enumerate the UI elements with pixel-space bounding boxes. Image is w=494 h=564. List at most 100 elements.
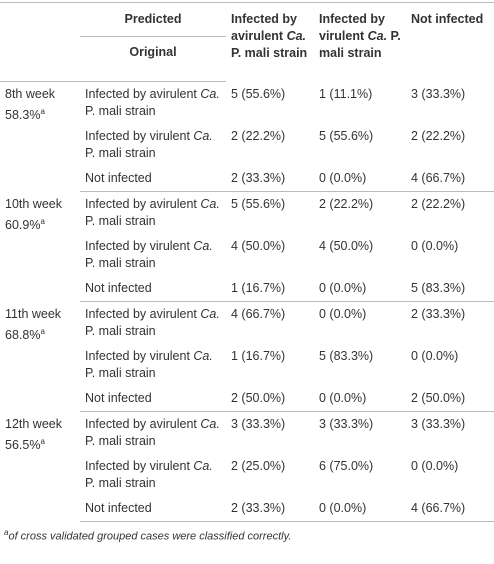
column-header: Infected by avirulent Ca. P. mali strain <box>226 3 314 82</box>
table-row: Infected by virulent Ca. P. mali strain 2… <box>0 124 494 166</box>
text-part: Not infected <box>85 281 152 295</box>
week-group: 8th week 58.3%a Infected by avirulent Ca. … <box>0 82 494 192</box>
week-label: 11th week <box>5 306 62 321</box>
text-part: P. mali strain <box>85 324 156 338</box>
text-part: Ca. <box>200 87 220 101</box>
text-part: P. mali strain <box>85 366 156 380</box>
count-cell: 2 (25.0%) <box>231 459 286 473</box>
accuracy: 60.9% <box>5 217 41 232</box>
original-class: Infected by avirulent Ca. P. mali strain <box>80 192 226 235</box>
count-cell: 6 (75.0%) <box>319 459 374 473</box>
table-row: Not infected 2 (33.3%) 0 (0.0%) 4 (66.7%) <box>0 496 494 522</box>
accuracy: 56.5% <box>5 437 41 452</box>
text-part: Infected by avirulent <box>231 12 297 43</box>
accuracy: 68.8% <box>5 327 41 342</box>
text-part: Infected by avirulent <box>85 307 201 321</box>
text-part: P. mali strain <box>319 29 401 60</box>
week-cell: 10th week 60.9%a <box>0 192 80 302</box>
count-cell: 1 (16.7%) <box>226 276 314 302</box>
count-cell: 2 (33.3%) <box>226 496 314 522</box>
week-cell: 11th week 68.8%a <box>0 302 80 412</box>
original-class: Not infected <box>80 166 226 192</box>
week-label: 10th week <box>5 196 62 211</box>
table-row: 12th week 56.5%a Infected by avirulent Ca.… <box>0 412 494 455</box>
text-part: Ca. <box>367 29 388 43</box>
count-cell: 5 (83.3%) <box>319 349 374 363</box>
count-cell: 0 (0.0%) <box>314 386 406 412</box>
text-part: P. mali strain <box>85 214 156 228</box>
predicted-label: Predicted <box>80 2 226 37</box>
count-cell: 3 (33.3%) <box>319 417 374 431</box>
results-table: Predicted Infected by avirulent Ca. P. ma… <box>0 2 494 522</box>
original-class: Infected by virulent Ca. P. mali strain <box>80 124 226 166</box>
count-cell: 2 (33.3%) <box>226 166 314 192</box>
count-cell: 4 (66.7%) <box>231 307 286 321</box>
count-cell: 4 (50.0%) <box>231 239 286 253</box>
text-part: Ca. <box>193 459 213 473</box>
count-cell: 5 (55.6%) <box>231 86 286 101</box>
original-class: Not infected <box>80 496 226 522</box>
text-part: Ca. <box>193 239 213 253</box>
original-class: Infected by virulent Ca. P. mali strain <box>80 234 226 276</box>
text-part: Ca. <box>200 417 220 431</box>
text-part: P. mali strain <box>85 256 156 270</box>
original-class: Infected by avirulent Ca. P. mali strain <box>80 302 226 345</box>
count-cell: 0 (0.0%) <box>411 239 459 253</box>
table-row: 10th week 60.9%a Infected by avirulent Ca.… <box>0 192 494 235</box>
note-mark: a <box>40 216 45 226</box>
text-part: Ca. <box>193 129 213 143</box>
count-cell: 1 (11.1%) <box>319 86 373 101</box>
count-cell: 5 (83.3%) <box>406 276 494 302</box>
text-part: Not infected <box>85 171 152 185</box>
count-cell: 3 (33.3%) <box>231 417 286 431</box>
text-part: Infected by virulent <box>85 349 194 363</box>
week-cell: 12th week 56.5%a <box>0 412 80 522</box>
accuracy: 58.3% <box>5 108 41 123</box>
count-cell: 0 (0.0%) <box>411 349 459 363</box>
week-cell: 8th week 58.3%a <box>0 82 80 192</box>
note-mark: a <box>40 326 45 336</box>
original-label: Original <box>80 36 226 82</box>
text-part: Ca. <box>200 307 220 321</box>
week-group: 11th week 68.8%a Infected by avirulent Ca.… <box>0 302 494 412</box>
footnote: aof cross validated grouped cases were c… <box>0 522 494 549</box>
text-part: P. mali strain <box>85 476 156 490</box>
count-cell: 0 (0.0%) <box>314 166 406 192</box>
text-part: P. mali strain <box>85 104 156 118</box>
count-cell: 2 (33.3%) <box>411 307 466 321</box>
text-part: Not infected <box>85 391 152 405</box>
corner <box>0 3 80 37</box>
original-class: Infected by virulent Ca. P. mali strain <box>80 344 226 386</box>
count-cell: 2 (22.2%) <box>231 129 286 143</box>
text-part: Ca. <box>193 349 213 363</box>
count-cell: 2 (22.2%) <box>319 197 374 211</box>
count-cell: 2 (50.0%) <box>226 386 314 412</box>
column-header: Infected by virulent Ca. P. mali strain <box>314 3 406 82</box>
table-row: Infected by virulent Ca. P. mali strain 1… <box>0 344 494 386</box>
text-part: P. mali strain <box>85 434 156 448</box>
table-row: Not infected 2 (50.0%) 0 (0.0%) 2 (50.0%) <box>0 386 494 412</box>
table-row: Not infected 2 (33.3%) 0 (0.0%) 4 (66.7%) <box>0 166 494 192</box>
text-part: Infected by virulent <box>85 239 194 253</box>
original-class: Infected by virulent Ca. P. mali strain <box>80 454 226 496</box>
text-part: Infected by avirulent <box>85 197 201 211</box>
count-cell: 0 (0.0%) <box>314 496 406 522</box>
text-part: Infected by virulent <box>319 12 385 43</box>
count-cell: 1 (16.7%) <box>231 349 286 363</box>
original-class: Not infected <box>80 386 226 412</box>
count-cell: 3 (33.3%) <box>411 417 466 431</box>
table-header: Predicted Infected by avirulent Ca. P. ma… <box>0 2 494 82</box>
count-cell: 4 (66.7%) <box>406 496 494 522</box>
table-row: Not infected 1 (16.7%) 0 (0.0%) 5 (83.3%) <box>0 276 494 302</box>
count-cell: 0 (0.0%) <box>314 276 406 302</box>
count-cell: 4 (50.0%) <box>319 239 374 253</box>
table-row: 11th week 68.8%a Infected by avirulent Ca.… <box>0 302 494 345</box>
note-mark: a <box>40 436 45 446</box>
count-cell: 5 (55.6%) <box>319 129 374 143</box>
note-mark: a <box>40 107 45 116</box>
count-cell: 5 (55.6%) <box>231 197 286 211</box>
original-class: Infected by avirulent Ca. P. mali strain <box>80 82 226 125</box>
footnote-text: of cross validated grouped cases were cl… <box>8 530 292 543</box>
count-cell: 2 (22.2%) <box>411 197 466 211</box>
